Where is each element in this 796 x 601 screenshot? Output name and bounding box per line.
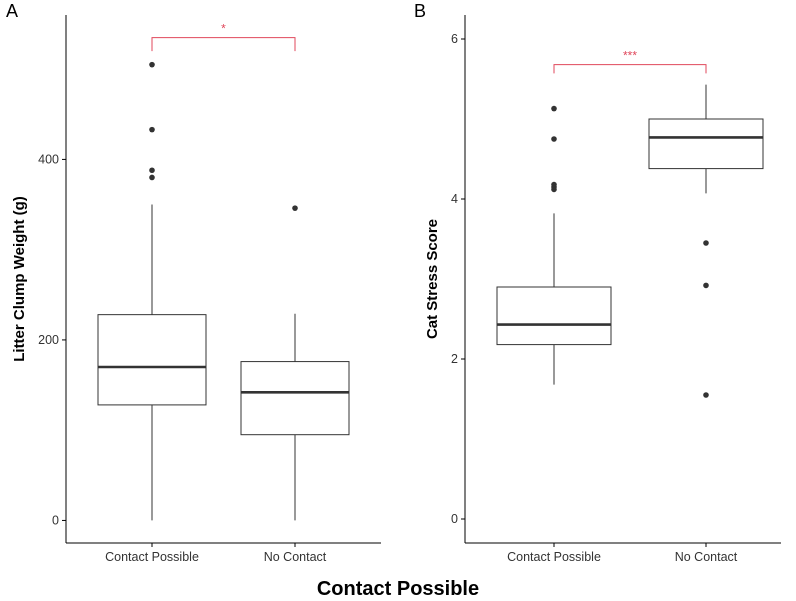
y-tick-label: 0 (451, 512, 458, 526)
outlier-point (149, 167, 155, 174)
y-axis-title: Cat Stress Score (424, 219, 441, 339)
panel-letter: A (6, 1, 18, 21)
outlier-point (551, 181, 557, 188)
outlier-point (551, 136, 557, 142)
x-tick-label: Contact Possible (507, 550, 601, 564)
outlier-point (292, 205, 298, 211)
shared-x-axis-title: Contact Possible (316, 578, 480, 600)
y-tick-label: 2 (451, 352, 458, 366)
x-tick-label: No Contact (675, 550, 738, 564)
x-tick-label: Contact Possible (105, 550, 199, 564)
y-axis-title: Litter Clump Weight (g) (11, 196, 28, 362)
iqr-box (97, 314, 207, 406)
y-tick-label: 6 (451, 32, 458, 46)
outlier-point (551, 105, 557, 112)
panel-letter: B (414, 1, 426, 21)
outlier-point (703, 392, 709, 398)
significance-label: * (221, 22, 226, 36)
iqr-box (240, 361, 350, 436)
y-tick-label: 0 (52, 513, 59, 527)
significance-bracket (553, 64, 707, 74)
y-tick-label: 400 (38, 152, 59, 166)
outlier-point (703, 282, 709, 289)
y-tick-label: 200 (38, 333, 59, 347)
outlier-point (149, 126, 155, 133)
significance-bracket (151, 37, 296, 52)
box-contact-possible (97, 61, 207, 521)
x-tick-label: No Contact (264, 550, 327, 564)
outlier-point (149, 174, 155, 181)
y-tick-label: 4 (451, 192, 458, 206)
outlier-point (149, 61, 155, 68)
iqr-box (496, 286, 612, 346)
significance-label: *** (623, 49, 637, 63)
box-contact-possible (496, 105, 612, 385)
panel-b: 0 2 4 6 Contact Possible No Contact *** Cat Str… (414, 1, 781, 564)
outlier-point (703, 240, 709, 246)
box-no-contact (240, 205, 350, 521)
box-no-contact (648, 84, 764, 398)
panel-a: 0 200 400 Contact Possible No Contact * Litter… (6, 1, 381, 564)
iqr-box (648, 118, 764, 170)
